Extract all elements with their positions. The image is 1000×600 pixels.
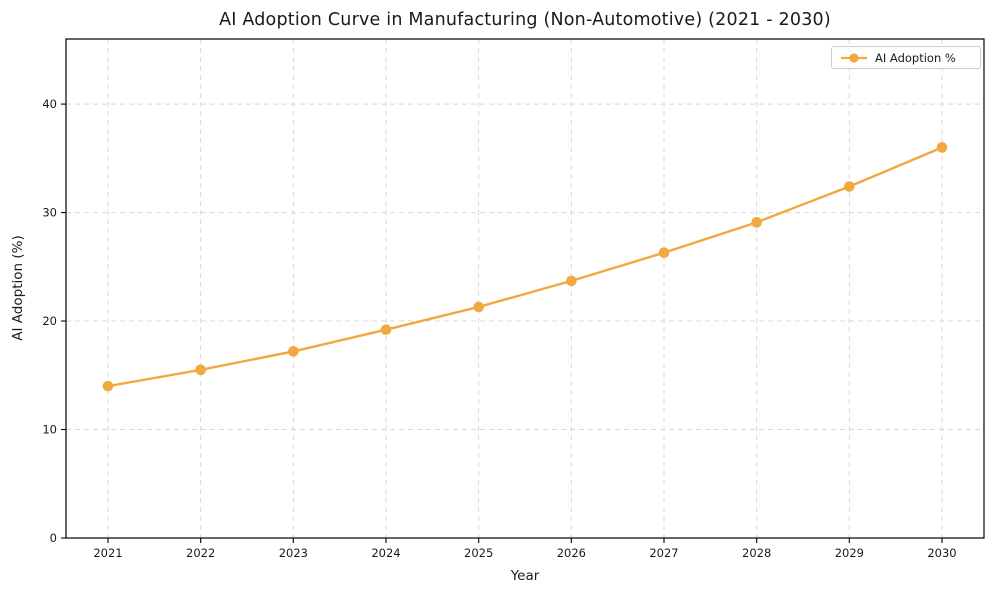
y-tick-label: 40 (42, 97, 57, 111)
x-tick-label: 2028 (742, 546, 771, 560)
x-tick-label: 2030 (927, 546, 956, 560)
y-axis-label: AI Adoption (%) (10, 235, 26, 341)
y-tick-label: 0 (50, 531, 57, 545)
data-point-marker (473, 301, 484, 313)
data-point-marker (658, 247, 670, 259)
legend-line-marker-icon (841, 52, 867, 63)
data-point-marker (566, 275, 577, 287)
x-tick-label: 2026 (557, 546, 586, 560)
data-line (106, 146, 944, 388)
x-tick-label: 2021 (93, 546, 122, 560)
x-tick-label: 2023 (279, 546, 308, 560)
data-point-marker (102, 380, 114, 392)
y-tick-label: 10 (42, 423, 57, 437)
y-tick-label: 30 (42, 206, 57, 220)
data-point-marker (195, 364, 206, 376)
x-tick-label: 2022 (186, 546, 215, 560)
chart-title: AI Adoption Curve in Manufacturing (Non-… (219, 10, 831, 30)
x-tick-label: 2027 (649, 546, 678, 560)
x-axis-label: Year (510, 568, 540, 584)
data-point-marker (844, 181, 855, 192)
axes-box (65, 38, 985, 539)
x-tick-label: 2029 (835, 546, 864, 560)
x-tick-label: 2024 (371, 546, 400, 560)
legend-label: AI Adoption % (875, 50, 956, 65)
x-tick-label: 2025 (464, 546, 493, 560)
data-point-marker (751, 217, 762, 228)
data-point-marker (936, 142, 948, 153)
data-point-marker (380, 324, 392, 336)
legend: AI Adoption % (831, 46, 981, 69)
y-tick-label: 20 (42, 314, 57, 328)
data-point-marker (288, 346, 299, 357)
